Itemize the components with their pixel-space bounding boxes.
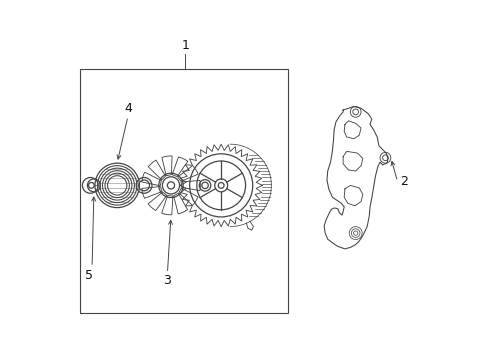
Bar [80,69,287,313]
Text: 2: 2 [399,175,407,188]
Text: 5: 5 [84,269,92,282]
Text: 3: 3 [163,274,171,287]
Text: 4: 4 [124,102,132,115]
Text: 1: 1 [181,39,189,52]
